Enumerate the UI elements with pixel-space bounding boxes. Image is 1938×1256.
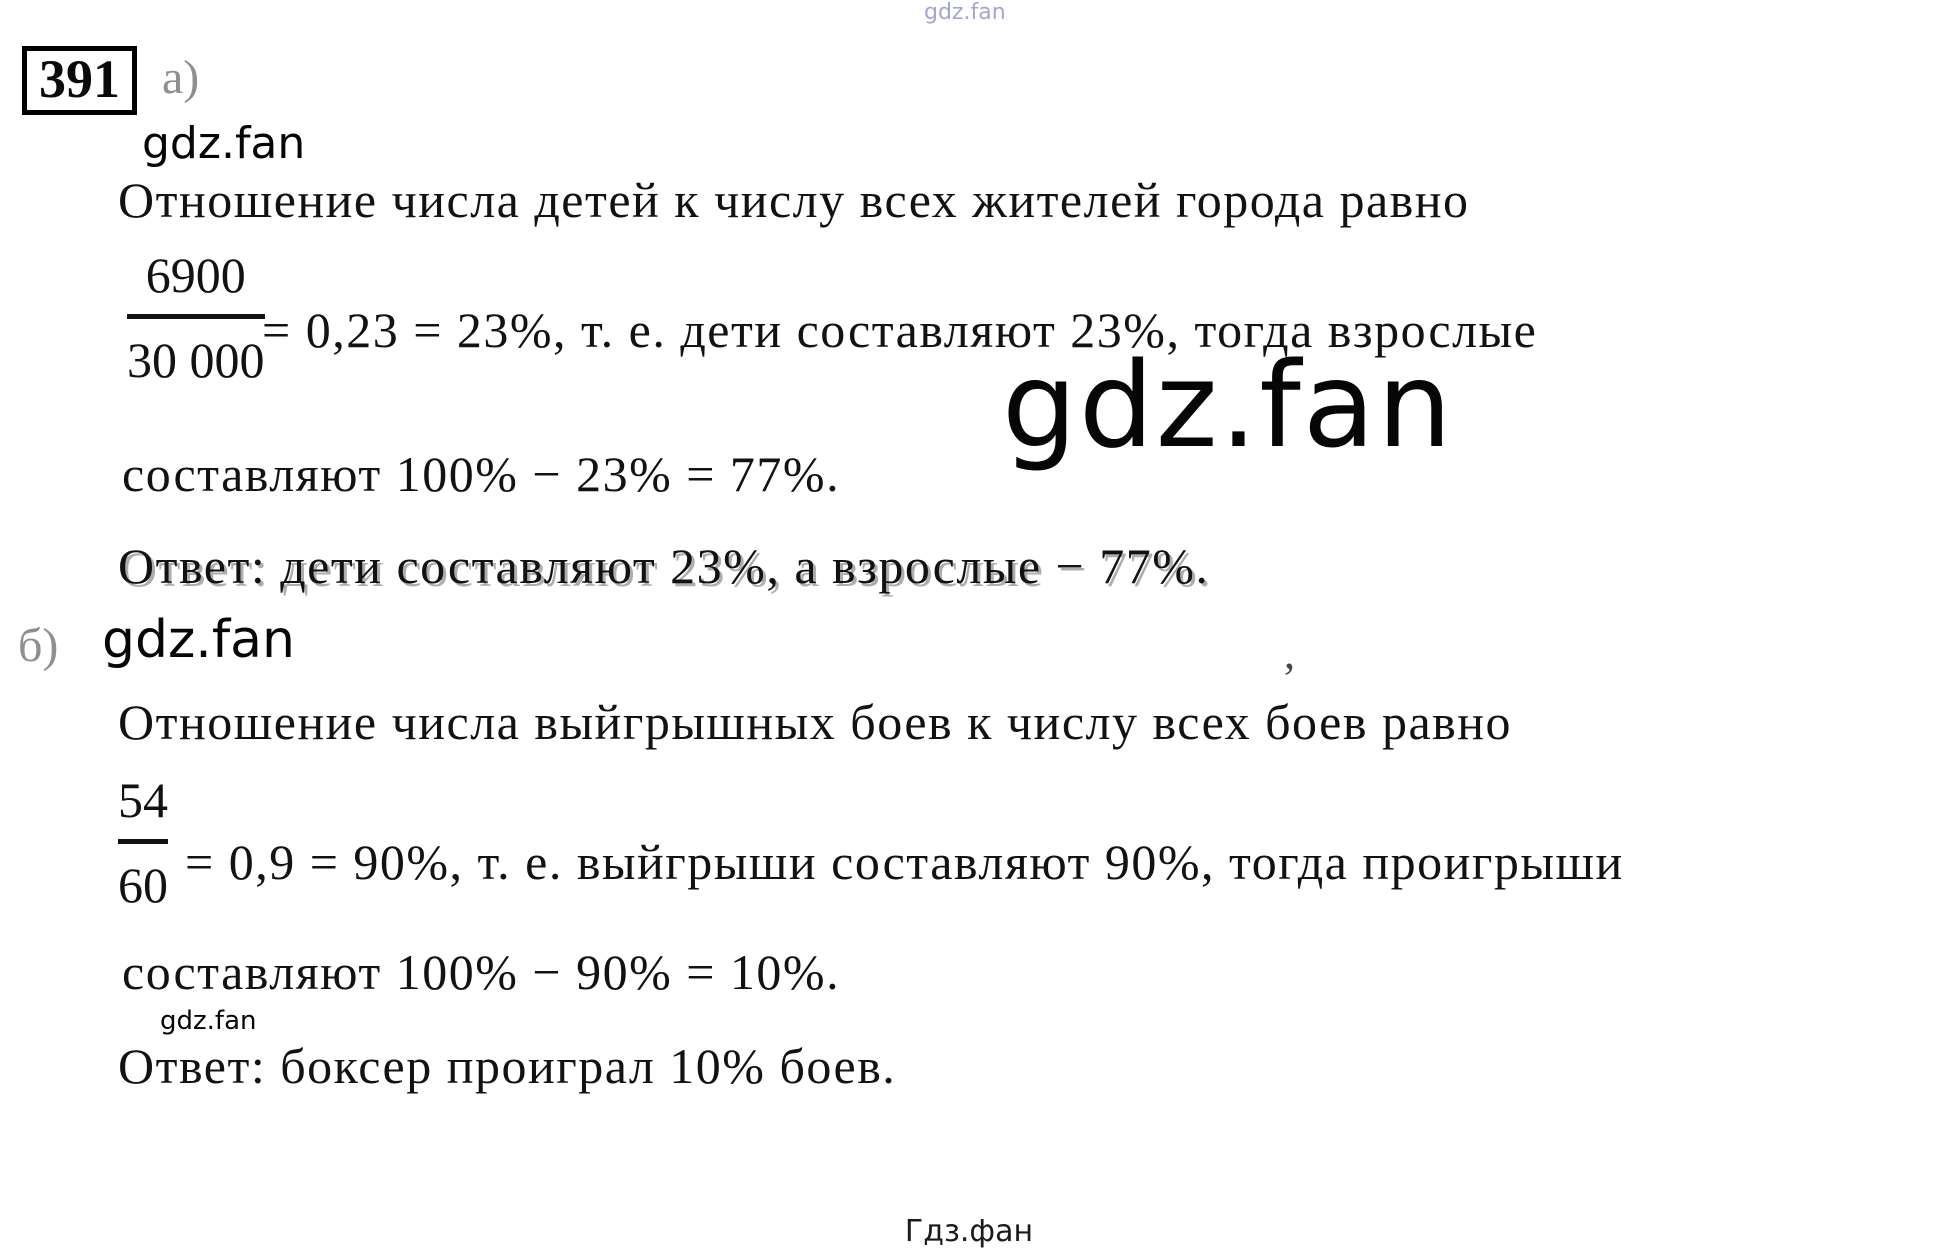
part-a-answer-text: Ответ: дети составляют 23%, а взрослые −…: [118, 538, 1210, 594]
part-b-intro: Отношение числа выйгрышных боев к числу …: [118, 694, 1513, 750]
fraction-denominator: 30 000: [127, 332, 265, 388]
part-b-line2: составляют 100% − 90% = 10%.: [122, 944, 841, 1000]
small-watermark: gdz.fan: [160, 1006, 257, 1036]
fraction-numerator: 54: [118, 772, 168, 828]
footer-brand: Гдз.фан: [904, 1214, 1034, 1249]
part-a-answer: Ответ: дети составляют 23%, а взрослые −…: [118, 536, 1213, 597]
big-watermark: gdz.fan: [1002, 336, 1454, 474]
top-watermark: gdz.fan: [924, 0, 1006, 25]
watermark-b: gdz.fan: [102, 610, 295, 670]
fraction-bar: [118, 839, 168, 844]
watermark-a: gdz.fan: [142, 118, 306, 169]
problem-number-box: 391: [22, 46, 137, 115]
part-b-label: б): [18, 619, 59, 672]
fraction-bar: [127, 314, 265, 319]
part-a-line2: составляют 100% − 23% = 77%.: [122, 446, 841, 502]
part-a-equation: = 0,23 = 23%, т. е. дети составляют 23%,…: [262, 302, 1538, 358]
stray-mark: ,: [1284, 629, 1295, 678]
problem-number: 391: [39, 49, 120, 109]
part-a-answer-ghost: Ответ: дети составляют 23%, а взрослые −…: [121, 541, 1213, 597]
part-b-answer: Ответ: боксер проиграл 10% боев.: [118, 1038, 897, 1094]
fraction-numerator: 6900: [145, 247, 246, 303]
part-b-equation: = 0,9 = 90%, т. е. выйгрыши составляют 9…: [185, 834, 1624, 890]
part-b-fraction: 54 60: [118, 775, 168, 910]
part-a-intro: Отношение числа детей к числу всех жител…: [118, 172, 1470, 228]
fraction-denominator: 60: [118, 857, 168, 913]
part-a-label: а): [162, 51, 200, 104]
part-a-fraction: 6900 30 000: [127, 250, 265, 385]
